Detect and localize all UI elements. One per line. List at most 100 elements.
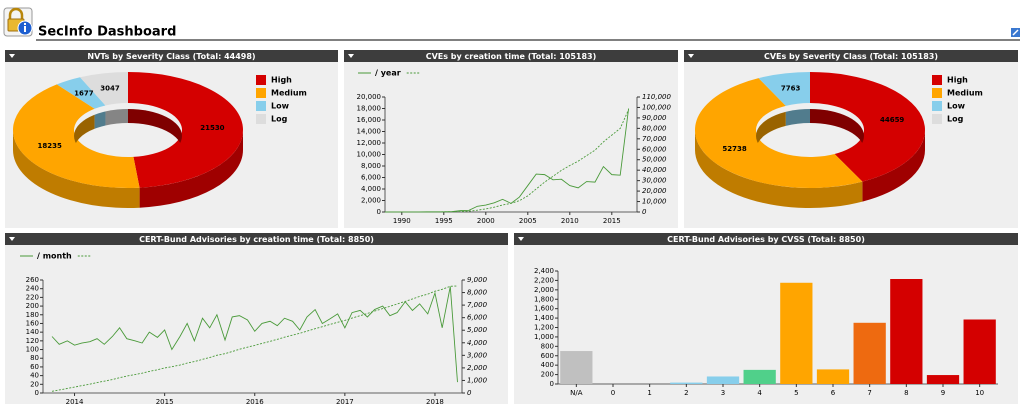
- data-label: 7763: [781, 85, 801, 93]
- x-tick-label: 2005: [519, 217, 537, 225]
- legend-label: Medium: [947, 89, 983, 98]
- x-tick-label: 1: [647, 389, 651, 397]
- bar: [963, 319, 996, 384]
- x-tick-label: 2010: [561, 217, 579, 225]
- slice-top: [694, 78, 863, 189]
- legend-label: Medium: [271, 89, 307, 98]
- y-tick-label: 220: [26, 293, 39, 301]
- panel-title: CVEs by Severity Class (Total: 105183): [764, 52, 938, 61]
- slice-top: [810, 72, 925, 182]
- data-label: 44659: [880, 116, 904, 124]
- series-line: [51, 286, 458, 383]
- legend-swatch: [932, 75, 942, 85]
- y-tick-label: 0: [35, 389, 39, 397]
- x-tick-label: 2018: [426, 398, 444, 405]
- y2-tick-label: 50,000: [642, 156, 667, 164]
- y-tick-label: 2,000: [534, 286, 554, 294]
- y-tick-label: 20,000: [357, 93, 382, 101]
- panel-toggle[interactable]: [348, 54, 354, 58]
- legend-label: High: [947, 76, 968, 85]
- y-tick-label: 400: [541, 361, 554, 369]
- x-tick-label: 9: [941, 389, 945, 397]
- x-tick-label: 10: [975, 389, 984, 397]
- y-tick-label: 4,000: [361, 185, 381, 193]
- slice-inner-side: [785, 109, 810, 126]
- bar: [816, 369, 850, 384]
- y-tick-label: 1,200: [534, 324, 554, 332]
- legend-swatch: [932, 101, 942, 111]
- slice-top: [13, 84, 140, 188]
- slice-side: [695, 130, 863, 208]
- y-tick-label: 2,000: [361, 197, 381, 205]
- panel-header: [5, 233, 508, 245]
- y2-tick-label: 7,000: [467, 301, 488, 309]
- y-tick-label: 1,800: [534, 295, 554, 303]
- legend-swatch: [256, 88, 266, 98]
- y-tick-label: 140: [26, 328, 39, 336]
- y-tick-label: 1,600: [534, 305, 554, 313]
- slice: [758, 72, 810, 126]
- slice-side: [139, 130, 243, 208]
- legend-swatch: [932, 88, 942, 98]
- y-tick-label: 1,000: [534, 333, 554, 341]
- y-tick-label: 6,000: [361, 174, 381, 182]
- x-tick-label: 8: [904, 389, 908, 397]
- x-tick-label: 2: [684, 389, 688, 397]
- y-tick-label: 2,400: [534, 267, 554, 275]
- legend-swatch: [256, 101, 266, 111]
- y2-tick-label: 4,000: [467, 339, 488, 347]
- y2-tick-label: 1,000: [467, 376, 488, 384]
- y2-tick-label: 0: [467, 389, 472, 397]
- bar: [560, 351, 593, 384]
- panel-toggle[interactable]: [688, 54, 694, 58]
- y-tick-label: 1,400: [534, 314, 554, 322]
- y2-tick-label: 5,000: [467, 326, 488, 334]
- y-tick-label: 18,000: [357, 105, 382, 113]
- x-tick-label: 0: [611, 389, 615, 397]
- data-label: 3047: [100, 84, 120, 92]
- legend-swatch: [256, 114, 266, 124]
- panel-title: CERT-Bund Advisories by creation time (T…: [139, 235, 374, 244]
- x-tick-label: 2014: [66, 398, 84, 405]
- panel-header: [5, 50, 338, 62]
- x-tick-label: 2017: [336, 398, 354, 405]
- legend-label: Log: [271, 115, 288, 124]
- y-tick-label: 600: [541, 352, 554, 360]
- slice-top: [56, 77, 106, 109]
- slice-top: [80, 72, 128, 106]
- bar: [706, 376, 740, 384]
- y2-tick-label: 60,000: [642, 145, 667, 153]
- edit-icon[interactable]: [1011, 28, 1020, 37]
- y-tick-label: 160: [26, 319, 39, 327]
- y2-tick-label: 6,000: [467, 314, 488, 322]
- bar: [890, 279, 923, 384]
- y-tick-label: 12,000: [357, 139, 382, 147]
- legend-swatch: [932, 114, 942, 124]
- y2-tick-label: 2,000: [467, 364, 488, 372]
- y-tick-label: 0: [377, 208, 381, 216]
- y2-tick-label: 90,000: [642, 114, 667, 122]
- series-line: [51, 285, 458, 392]
- panel: [5, 233, 508, 404]
- x-tick-label: 2015: [156, 398, 174, 405]
- legend-swatch: [256, 75, 266, 85]
- slice-inner-side: [105, 109, 128, 126]
- y-tick-label: 80: [30, 354, 39, 362]
- panel-toggle[interactable]: [9, 54, 15, 58]
- panel-toggle[interactable]: [518, 237, 524, 241]
- y-tick-label: 120: [26, 337, 39, 345]
- panel-toggle[interactable]: [9, 237, 15, 241]
- x-tick-label: 2016: [246, 398, 264, 405]
- y-tick-label: 16,000: [357, 116, 382, 124]
- y2-tick-label: 8,000: [467, 289, 488, 297]
- series-line: [384, 109, 630, 213]
- y-tick-label: 8,000: [361, 162, 381, 170]
- y-tick-label: 60: [30, 363, 39, 371]
- bar: [926, 375, 960, 384]
- x-tick-label: N/A: [570, 389, 583, 397]
- y2-tick-label: 80,000: [642, 124, 667, 132]
- y-tick-label: 2,200: [534, 276, 554, 284]
- y-tick-label: 800: [541, 342, 554, 350]
- data-label: 18235: [37, 142, 61, 150]
